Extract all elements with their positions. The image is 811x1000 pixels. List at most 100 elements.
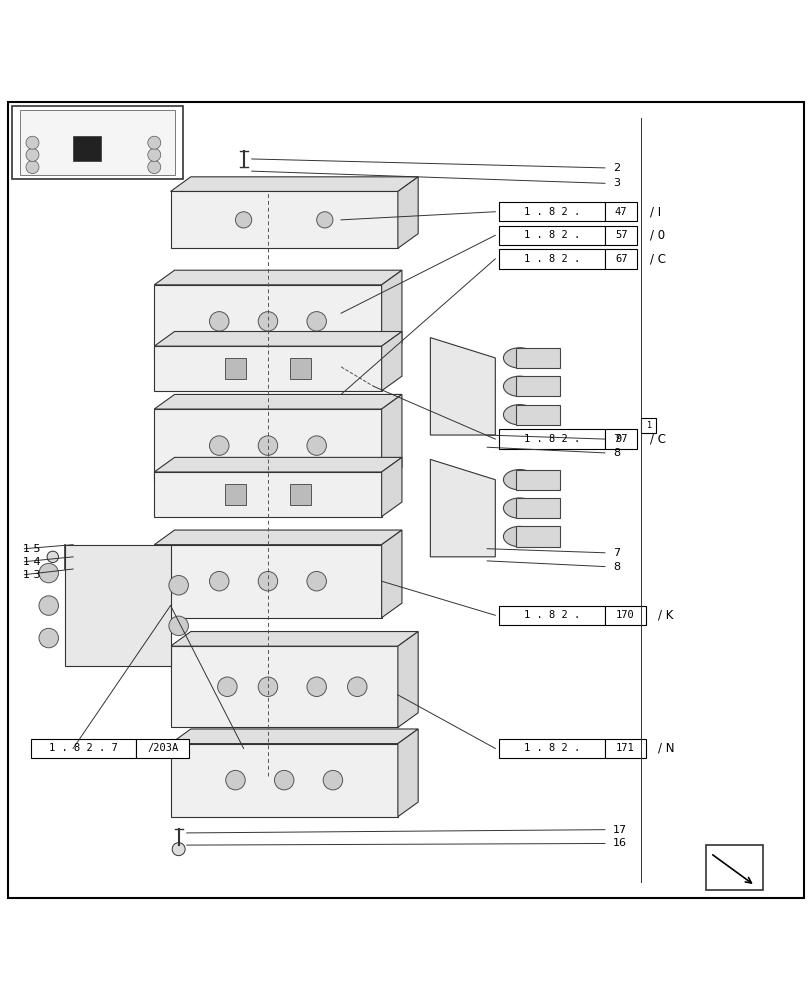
Circle shape (316, 212, 333, 228)
Circle shape (26, 161, 39, 174)
Bar (170, 744, 397, 817)
Ellipse shape (503, 376, 535, 396)
FancyBboxPatch shape (499, 202, 604, 221)
Circle shape (39, 628, 58, 648)
Polygon shape (430, 459, 495, 557)
Text: 7: 7 (612, 548, 620, 558)
FancyBboxPatch shape (499, 429, 604, 449)
Text: 8: 8 (612, 448, 620, 458)
Circle shape (225, 770, 245, 790)
Text: /203A: /203A (147, 743, 178, 753)
FancyBboxPatch shape (136, 739, 189, 758)
Circle shape (258, 312, 277, 331)
FancyBboxPatch shape (499, 739, 604, 758)
Polygon shape (154, 457, 401, 472)
Polygon shape (381, 530, 401, 618)
FancyBboxPatch shape (499, 226, 604, 245)
Circle shape (26, 136, 39, 149)
Bar (290, 358, 311, 379)
Bar (515, 405, 560, 425)
Text: 16: 16 (612, 838, 626, 848)
FancyBboxPatch shape (604, 429, 637, 449)
FancyBboxPatch shape (499, 606, 604, 625)
FancyBboxPatch shape (604, 249, 637, 269)
FancyBboxPatch shape (604, 739, 645, 758)
Text: 3: 3 (612, 178, 620, 188)
Text: / C: / C (649, 252, 665, 265)
Circle shape (307, 312, 326, 331)
Polygon shape (381, 457, 401, 517)
Circle shape (258, 571, 277, 591)
Text: / C: / C (649, 433, 665, 446)
FancyBboxPatch shape (604, 606, 645, 625)
Text: 1 . 8 2 .: 1 . 8 2 . (523, 743, 580, 753)
Text: 1 . 8 2 . 7: 1 . 8 2 . 7 (49, 743, 118, 753)
Ellipse shape (503, 526, 535, 547)
Text: 1 . 8 2 .: 1 . 8 2 . (523, 207, 580, 217)
Circle shape (209, 436, 229, 455)
Text: 1 . 8 2 .: 1 . 8 2 . (523, 254, 580, 264)
Circle shape (209, 312, 229, 331)
Circle shape (258, 677, 277, 697)
Bar (154, 545, 381, 618)
Circle shape (307, 436, 326, 455)
Polygon shape (170, 729, 418, 744)
Bar (515, 376, 560, 396)
Ellipse shape (503, 348, 535, 368)
Bar (225, 484, 246, 505)
Text: 1 . 8 2 .: 1 . 8 2 . (523, 610, 580, 620)
Text: / 0: / 0 (649, 229, 664, 242)
Polygon shape (381, 394, 401, 482)
Circle shape (172, 843, 185, 856)
Polygon shape (170, 177, 418, 191)
FancyBboxPatch shape (641, 418, 655, 433)
Text: 1: 1 (646, 421, 650, 430)
Bar (170, 646, 397, 727)
Bar (73, 136, 101, 161)
Text: 8: 8 (612, 562, 620, 572)
Circle shape (169, 576, 188, 595)
Text: / I: / I (649, 205, 660, 218)
Circle shape (39, 563, 58, 583)
Circle shape (209, 571, 229, 591)
Ellipse shape (503, 470, 535, 490)
Bar (515, 470, 560, 490)
Bar (154, 472, 381, 517)
FancyBboxPatch shape (604, 202, 637, 221)
Circle shape (323, 770, 342, 790)
Text: 1 5: 1 5 (23, 544, 41, 554)
Ellipse shape (503, 405, 535, 425)
Bar (515, 348, 560, 368)
Circle shape (258, 436, 277, 455)
Bar (20, 110, 174, 175)
Circle shape (148, 161, 161, 174)
Bar (706, 845, 762, 890)
Bar (515, 526, 560, 547)
Bar (154, 346, 381, 391)
Circle shape (217, 677, 237, 697)
Text: 171: 171 (615, 743, 634, 753)
Circle shape (235, 212, 251, 228)
FancyBboxPatch shape (31, 739, 136, 758)
Polygon shape (397, 729, 418, 817)
Bar (515, 498, 560, 518)
Circle shape (47, 551, 58, 563)
Bar (154, 285, 381, 358)
Polygon shape (381, 270, 401, 358)
Polygon shape (170, 632, 418, 646)
Text: / K: / K (657, 609, 672, 622)
Polygon shape (397, 632, 418, 727)
Text: 1 4: 1 4 (23, 557, 41, 567)
Polygon shape (381, 332, 401, 391)
Circle shape (148, 148, 161, 161)
Text: 1 . 8 2 .: 1 . 8 2 . (523, 434, 580, 444)
Polygon shape (154, 530, 401, 545)
Circle shape (307, 677, 326, 697)
Ellipse shape (503, 498, 535, 518)
Bar (225, 358, 246, 379)
Text: 7: 7 (612, 434, 620, 444)
Polygon shape (154, 394, 401, 409)
Text: / N: / N (657, 742, 673, 755)
Circle shape (169, 616, 188, 636)
Circle shape (39, 596, 58, 615)
